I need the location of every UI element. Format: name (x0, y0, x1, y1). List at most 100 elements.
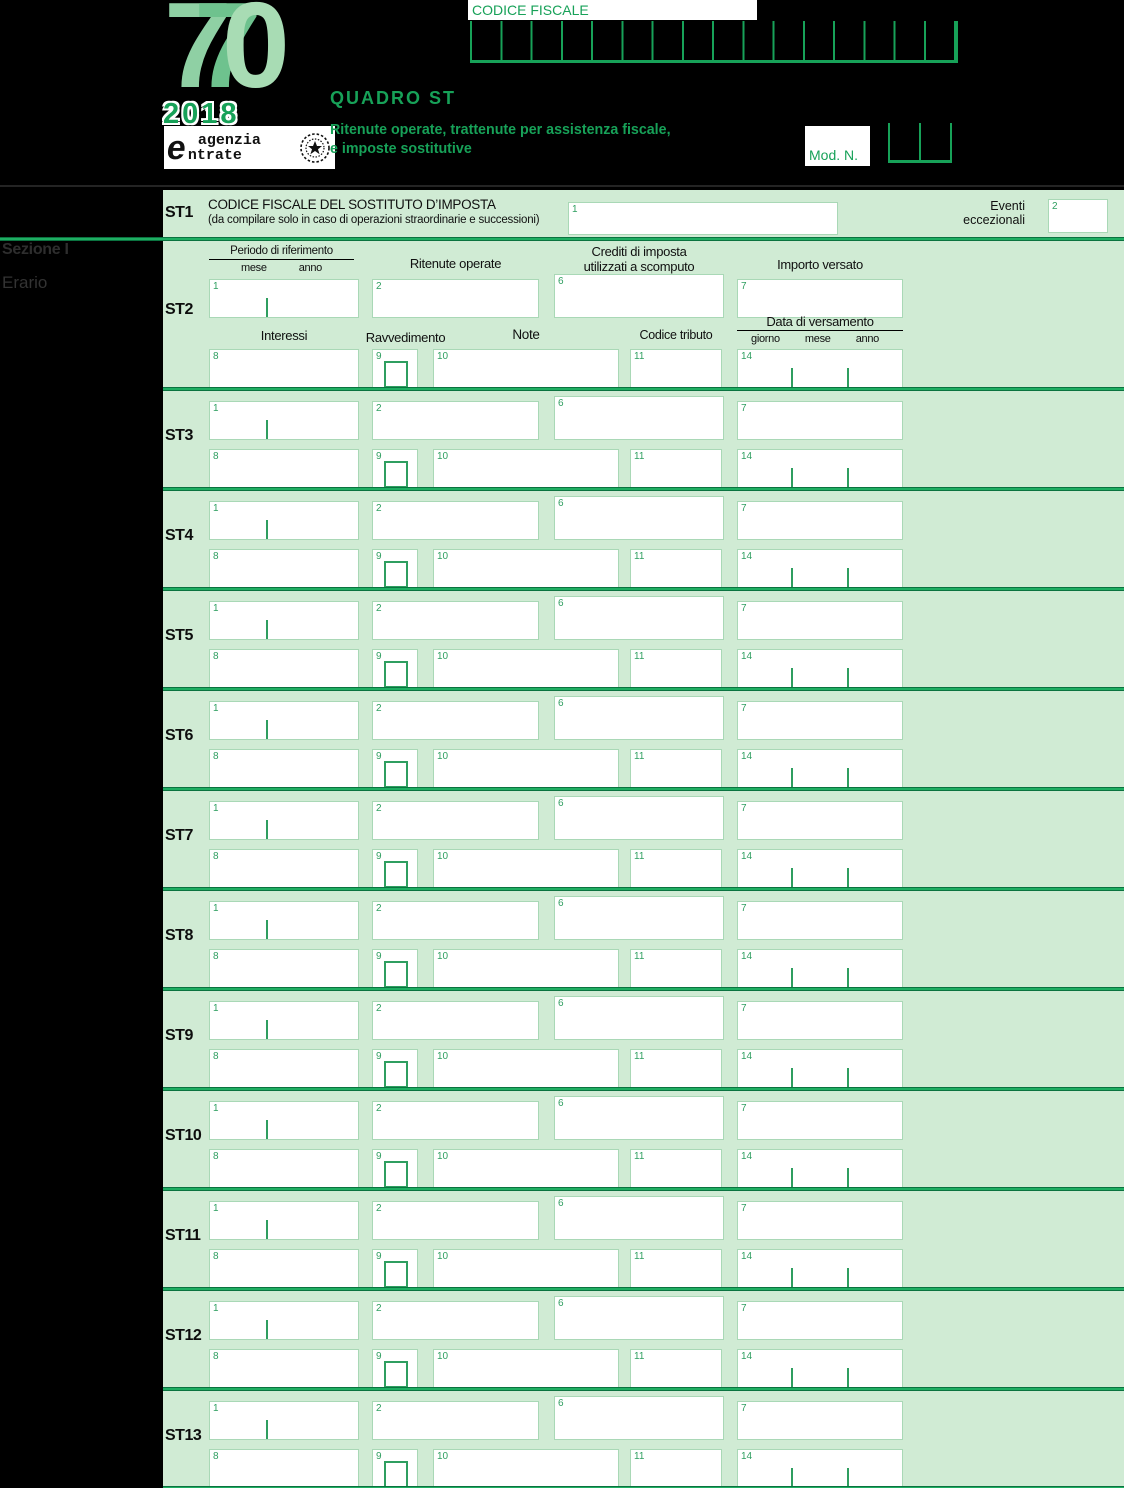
field-codice-tributo[interactable]: 11 (630, 549, 722, 588)
ravvedimento-checkbox[interactable] (384, 361, 408, 388)
field-interessi[interactable]: 8 (209, 1049, 359, 1088)
field-importo-versato[interactable]: 7 (737, 901, 903, 940)
field-interessi[interactable]: 8 (209, 1349, 359, 1388)
field-importo-versato[interactable]: 7 (737, 401, 903, 440)
field-note[interactable]: 10 (433, 1249, 619, 1288)
ravvedimento-checkbox[interactable] (384, 861, 408, 888)
field-note[interactable]: 10 (433, 1049, 619, 1088)
field-importo-versato[interactable]: 7 (737, 1001, 903, 1040)
field-data-versamento[interactable]: 14 (737, 949, 903, 988)
field-ravvedimento[interactable]: 9 (372, 449, 418, 488)
field-codice-tributo[interactable]: 11 (630, 1149, 722, 1188)
field-importo-versato[interactable]: 7 (737, 601, 903, 640)
field-importo-versato[interactable]: 7 (737, 1401, 903, 1440)
field-crediti-imposta[interactable]: 6 (554, 796, 724, 840)
ravvedimento-checkbox[interactable] (384, 461, 408, 488)
field-eventi-eccezionali[interactable]: 2 (1048, 199, 1108, 233)
field-periodo-riferimento[interactable]: 1 (209, 1001, 359, 1040)
field-periodo-riferimento[interactable]: 1 (209, 1401, 359, 1440)
field-periodo-riferimento[interactable]: 1 (209, 401, 359, 440)
field-codice-tributo[interactable]: 11 (630, 1049, 722, 1088)
field-note[interactable]: 10 (433, 1149, 619, 1188)
field-importo-versato[interactable]: 7 (737, 801, 903, 840)
field-periodo-riferimento[interactable]: 1 (209, 1301, 359, 1340)
mod-n-input[interactable] (888, 123, 952, 163)
field-codice-tributo[interactable]: 11 (630, 1249, 722, 1288)
field-data-versamento[interactable]: 14 (737, 1449, 903, 1488)
field-ritenute-operate[interactable]: 2 (372, 601, 539, 640)
field-note[interactable]: 10 (433, 1449, 619, 1488)
field-codice-tributo[interactable]: 11 (630, 1449, 722, 1488)
field-ravvedimento[interactable]: 9 (372, 349, 418, 388)
field-interessi[interactable]: 8 (209, 349, 359, 388)
field-data-versamento[interactable]: 14 (737, 449, 903, 488)
field-note[interactable]: 10 (433, 849, 619, 888)
field-ravvedimento[interactable]: 9 (372, 649, 418, 688)
field-data-versamento[interactable]: 14 (737, 649, 903, 688)
field-periodo-riferimento[interactable]: 1 (209, 279, 359, 318)
field-importo-versato[interactable]: 7 (737, 501, 903, 540)
field-codice-tributo[interactable]: 11 (630, 949, 722, 988)
field-ravvedimento[interactable]: 9 (372, 1149, 418, 1188)
field-periodo-riferimento[interactable]: 1 (209, 1201, 359, 1240)
field-data-versamento[interactable]: 14 (737, 749, 903, 788)
field-importo-versato[interactable]: 7 (737, 1301, 903, 1340)
field-crediti-imposta[interactable]: 6 (554, 274, 724, 318)
field-ritenute-operate[interactable]: 2 (372, 501, 539, 540)
field-crediti-imposta[interactable]: 6 (554, 1296, 724, 1340)
field-importo-versato[interactable]: 7 (737, 1101, 903, 1140)
ravvedimento-checkbox[interactable] (384, 761, 408, 788)
field-crediti-imposta[interactable]: 6 (554, 996, 724, 1040)
ravvedimento-checkbox[interactable] (384, 561, 408, 588)
field-ritenute-operate[interactable]: 2 (372, 701, 539, 740)
field-codice-tributo[interactable]: 11 (630, 849, 722, 888)
field-importo-versato[interactable]: 7 (737, 701, 903, 740)
field-codice-tributo[interactable]: 11 (630, 349, 722, 388)
field-interessi[interactable]: 8 (209, 949, 359, 988)
field-codice-tributo[interactable]: 11 (630, 749, 722, 788)
field-codice-tributo[interactable]: 11 (630, 1349, 722, 1388)
field-ravvedimento[interactable]: 9 (372, 549, 418, 588)
field-data-versamento[interactable]: 14 (737, 1149, 903, 1188)
ravvedimento-checkbox[interactable] (384, 1161, 408, 1188)
field-periodo-riferimento[interactable]: 1 (209, 901, 359, 940)
field-crediti-imposta[interactable]: 6 (554, 696, 724, 740)
field-ritenute-operate[interactable]: 2 (372, 801, 539, 840)
field-importo-versato[interactable]: 7 (737, 279, 903, 318)
field-ravvedimento[interactable]: 9 (372, 1449, 418, 1488)
field-data-versamento[interactable]: 14 (737, 1249, 903, 1288)
field-data-versamento[interactable]: 14 (737, 849, 903, 888)
field-interessi[interactable]: 8 (209, 1149, 359, 1188)
field-ritenute-operate[interactable]: 2 (372, 279, 539, 318)
field-crediti-imposta[interactable]: 6 (554, 1196, 724, 1240)
field-periodo-riferimento[interactable]: 1 (209, 701, 359, 740)
ravvedimento-checkbox[interactable] (384, 1361, 408, 1388)
field-note[interactable]: 10 (433, 749, 619, 788)
field-interessi[interactable]: 8 (209, 449, 359, 488)
field-ritenute-operate[interactable]: 2 (372, 1401, 539, 1440)
field-note[interactable]: 10 (433, 1349, 619, 1388)
field-codice-tributo[interactable]: 11 (630, 649, 722, 688)
field-ritenute-operate[interactable]: 2 (372, 1301, 539, 1340)
ravvedimento-checkbox[interactable] (384, 1461, 408, 1488)
field-data-versamento[interactable]: 14 (737, 549, 903, 588)
ravvedimento-checkbox[interactable] (384, 1061, 408, 1088)
field-codice-fiscale-sostituto[interactable]: 1 (568, 202, 838, 235)
field-ritenute-operate[interactable]: 2 (372, 901, 539, 940)
field-note[interactable]: 10 (433, 449, 619, 488)
field-interessi[interactable]: 8 (209, 849, 359, 888)
codice-fiscale-input[interactable] (470, 21, 958, 63)
field-data-versamento[interactable]: 14 (737, 349, 903, 388)
field-note[interactable]: 10 (433, 349, 619, 388)
field-ravvedimento[interactable]: 9 (372, 1249, 418, 1288)
field-ritenute-operate[interactable]: 2 (372, 401, 539, 440)
field-crediti-imposta[interactable]: 6 (554, 896, 724, 940)
ravvedimento-checkbox[interactable] (384, 961, 408, 988)
field-ravvedimento[interactable]: 9 (372, 749, 418, 788)
field-ravvedimento[interactable]: 9 (372, 1049, 418, 1088)
field-crediti-imposta[interactable]: 6 (554, 1096, 724, 1140)
field-note[interactable]: 10 (433, 649, 619, 688)
field-interessi[interactable]: 8 (209, 1249, 359, 1288)
field-periodo-riferimento[interactable]: 1 (209, 1101, 359, 1140)
ravvedimento-checkbox[interactable] (384, 661, 408, 688)
